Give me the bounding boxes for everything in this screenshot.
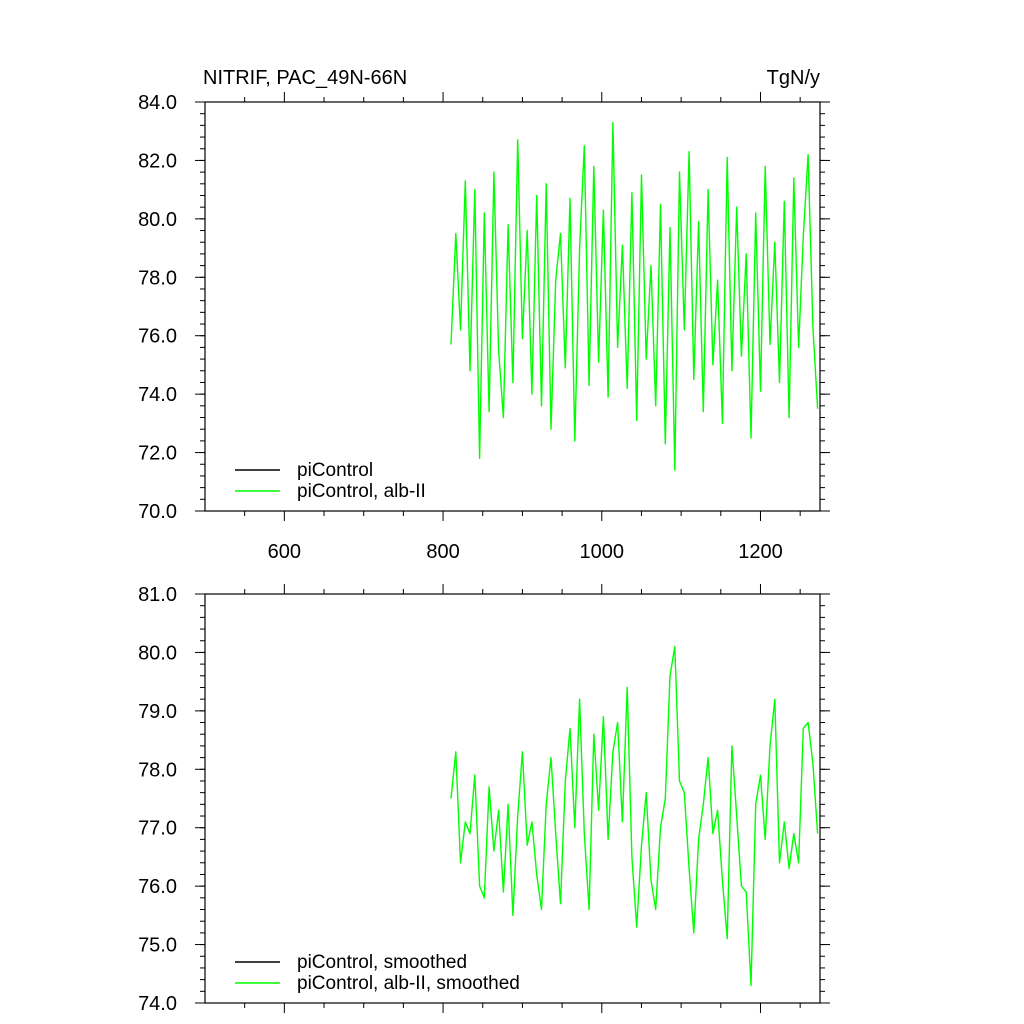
series-lines xyxy=(450,645,819,987)
units-label: TgN/y xyxy=(767,67,820,89)
y-tick-label: 80.0 xyxy=(138,642,177,664)
y-tick-label: 84.0 xyxy=(138,92,177,114)
x-tick-label: 1200 xyxy=(738,541,783,563)
x-tick-label: 600 xyxy=(268,541,301,563)
legend-label-alb-ii-smoothed: piControl, alb-II, smoothed xyxy=(297,973,520,994)
y-tick-label: 80.0 xyxy=(138,209,177,231)
y-tick-label: 76.0 xyxy=(138,326,177,348)
y-axis-tick-labels: 74.0 75.0 76.0 77.0 78.0 79.0 80.0 81.0 xyxy=(138,584,177,1015)
y-tick-label: 81.0 xyxy=(138,584,177,606)
legend-label-alb-ii: piControl, alb-II xyxy=(297,481,426,502)
y-tick-label: 75.0 xyxy=(138,935,177,957)
series-line-picontrol-alb-ii xyxy=(450,121,819,471)
legend: piControl piControl, alb-II xyxy=(235,460,426,502)
y-tick-label: 77.0 xyxy=(138,818,177,840)
x-tick-label: 800 xyxy=(426,541,459,563)
top-panel: NITRIF, PAC_49N-66N TgN/y 70.0 72.0 74.0 76… xyxy=(138,67,830,563)
axis-ticks xyxy=(195,92,830,521)
legend-label-picontrol: piControl xyxy=(297,460,373,481)
y-tick-label: 78.0 xyxy=(138,759,177,781)
chart-title: NITRIF, PAC_49N-66N xyxy=(203,67,407,89)
series-line-picontrol-alb-ii-smoothed xyxy=(450,645,819,987)
y-tick-label: 70.0 xyxy=(138,501,177,523)
plot-frame xyxy=(204,101,821,512)
y-tick-label: 78.0 xyxy=(138,267,177,289)
series-lines xyxy=(450,121,819,471)
y-tick-label: 79.0 xyxy=(138,701,177,723)
x-axis-tick-labels: 600 800 1000 1200 xyxy=(268,541,783,563)
plot-frame xyxy=(204,593,821,1004)
legend-label-picontrol-smoothed: piControl, smoothed xyxy=(297,952,467,973)
y-axis-tick-labels: 70.0 72.0 74.0 76.0 78.0 80.0 82.0 84.0 xyxy=(138,92,177,523)
legend: piControl, smoothed piControl, alb-II, s… xyxy=(235,952,520,994)
y-tick-label: 72.0 xyxy=(138,443,177,465)
axis-ticks xyxy=(195,584,830,1013)
y-tick-label: 74.0 xyxy=(138,993,177,1015)
y-tick-label: 74.0 xyxy=(138,384,177,406)
x-tick-label: 1000 xyxy=(580,541,625,563)
y-tick-label: 82.0 xyxy=(138,150,177,172)
y-tick-label: 76.0 xyxy=(138,876,177,898)
bottom-panel: 74.0 75.0 76.0 77.0 78.0 79.0 80.0 81.0 piContr… xyxy=(138,584,830,1015)
